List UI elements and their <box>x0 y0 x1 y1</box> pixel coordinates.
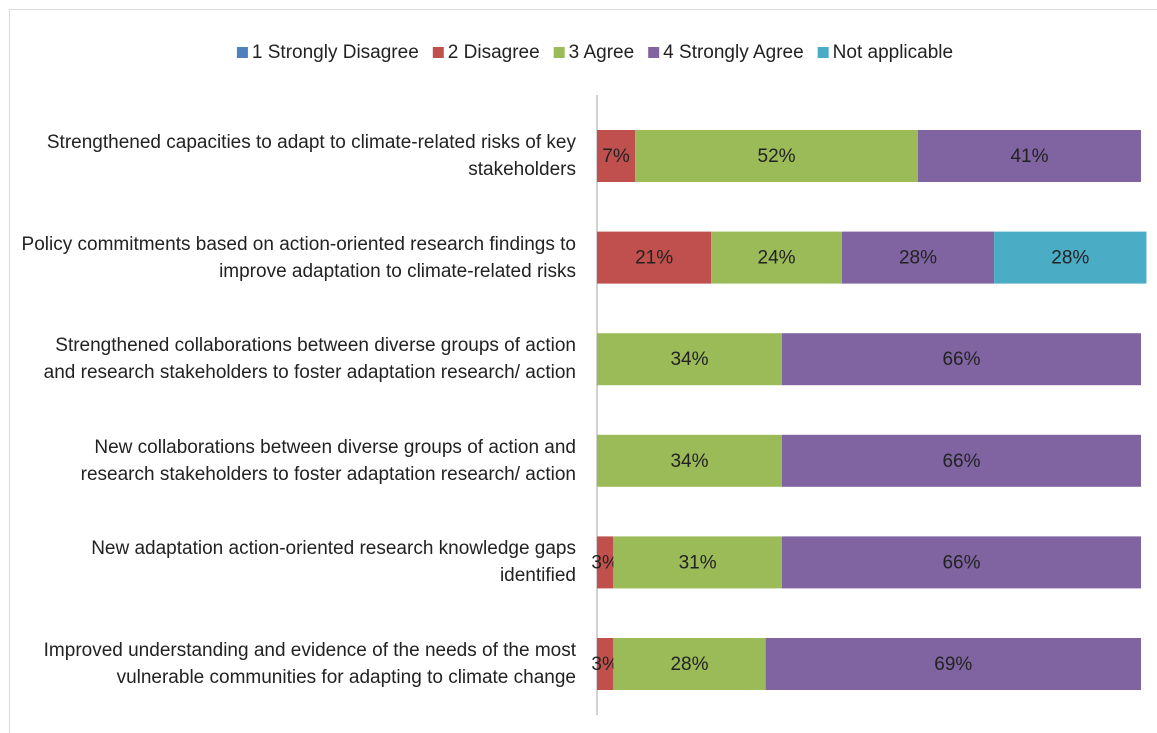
legend-label: 1 Strongly Disagree <box>252 42 419 63</box>
legend-label: 3 Agree <box>569 42 635 63</box>
bar-segment <box>711 231 842 284</box>
legend-swatch <box>817 47 829 58</box>
bar-segment <box>841 231 995 284</box>
value-label: 21% <box>635 248 673 269</box>
legend-label: 4 Strongly Agree <box>663 42 803 63</box>
category-label: Strengthened capacities to adapt to clim… <box>46 132 576 180</box>
value-label: 3% <box>591 654 619 675</box>
value-label: 52% <box>758 146 796 167</box>
value-label: 41% <box>1010 146 1048 167</box>
value-label: 66% <box>942 451 980 472</box>
bar-segment <box>597 434 782 487</box>
bar-segment <box>597 333 782 386</box>
legend-label: Not applicable <box>833 42 953 63</box>
category-label: Policy commitments based on action-orien… <box>21 233 576 282</box>
value-label: 7% <box>602 146 630 167</box>
legend-swatch <box>236 47 248 58</box>
value-label: 3% <box>591 552 619 573</box>
legend-label: 2 Disagree <box>448 42 540 63</box>
bar-segment <box>781 536 1141 589</box>
bar-segment <box>994 231 1147 284</box>
bar-segment <box>613 536 782 589</box>
value-label: 24% <box>758 248 796 269</box>
bar-segment <box>613 638 766 690</box>
legend-swatch <box>553 47 565 58</box>
bar-segment <box>635 130 918 182</box>
category-label: New adaptation action-oriented research … <box>91 538 576 587</box>
value-label: 34% <box>670 349 708 370</box>
value-label: 28% <box>1051 248 1089 269</box>
bar-segment <box>917 130 1141 182</box>
legend-swatch <box>648 47 660 58</box>
value-label: 69% <box>934 654 972 675</box>
bar-segment <box>597 231 712 284</box>
frame <box>9 9 1157 733</box>
value-label: 34% <box>670 451 708 472</box>
bar-segment <box>765 638 1141 690</box>
category-label: Improved understanding and evidence of t… <box>43 640 576 688</box>
category-label: New collaborations between diverse group… <box>80 436 576 485</box>
category-label: Strengthened collaborations between dive… <box>43 335 576 384</box>
value-label: 28% <box>670 654 708 675</box>
value-label: 66% <box>942 349 980 370</box>
bar-segment <box>781 434 1141 487</box>
value-label: 31% <box>679 552 717 573</box>
bar-segment <box>597 536 614 589</box>
legend-swatch <box>432 47 444 58</box>
value-label: 28% <box>899 248 937 269</box>
bar-segment <box>597 638 614 690</box>
bar-segment <box>597 130 636 182</box>
value-label: 66% <box>942 552 980 573</box>
bar-segment <box>781 333 1141 386</box>
